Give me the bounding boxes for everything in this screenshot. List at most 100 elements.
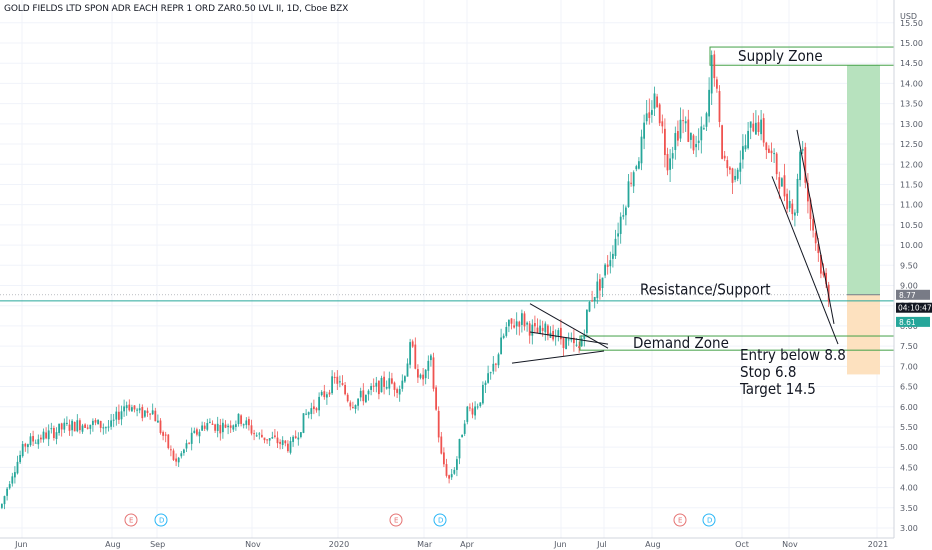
candle-body: [294, 436, 297, 439]
candle-body: [575, 344, 578, 346]
candle-body: [89, 424, 92, 429]
time-tick-label: Jun: [14, 540, 28, 549]
price-tick-label: 6.00: [900, 403, 918, 412]
candle-body: [250, 425, 253, 434]
candle-body: [448, 475, 450, 479]
candle-body: [253, 433, 255, 435]
candle-body: [697, 140, 700, 143]
candle-body: [539, 325, 541, 334]
time-tick-label: Sep: [150, 540, 165, 549]
candle-body: [388, 378, 391, 389]
time-tick-label: Oct: [735, 540, 749, 549]
candle-body: [739, 162, 742, 172]
candle-body: [700, 126, 703, 141]
candle-body: [196, 429, 198, 435]
candle-body: [619, 216, 622, 234]
candle-body: [29, 436, 32, 446]
candle-body: [684, 121, 687, 124]
candle-body: [289, 441, 292, 453]
price-tick-label: 12.50: [900, 140, 923, 149]
dividend-badge[interactable]: [702, 513, 716, 527]
candle-body: [271, 437, 274, 439]
candle-body: [162, 432, 164, 436]
candle-body: [645, 113, 648, 122]
candle-body: [393, 382, 396, 390]
event-badge-letter: E: [129, 517, 133, 525]
candle-body: [63, 422, 66, 430]
candle-body: [16, 461, 19, 474]
time-tick-label: Jul: [596, 540, 607, 549]
earnings-badge[interactable]: [673, 513, 687, 527]
time-tick-label: Aug: [645, 540, 661, 549]
candle-body: [248, 419, 250, 426]
candle-body: [263, 437, 266, 441]
candle-body: [141, 407, 144, 419]
candle-body: [110, 420, 112, 427]
candle-body: [804, 147, 807, 183]
trend-line: [529, 331, 609, 345]
candle-body: [6, 488, 8, 496]
candle-body: [203, 425, 206, 429]
entry-price-badge: [896, 289, 930, 300]
dividend-badge[interactable]: [433, 513, 447, 527]
entry-price-text: 8.77: [899, 291, 916, 300]
trend-line: [796, 129, 835, 324]
candle-body: [8, 484, 11, 489]
candle-body: [591, 300, 593, 302]
candle-body: [502, 335, 505, 338]
candle-body: [144, 410, 146, 417]
candle-body: [736, 169, 739, 179]
dividend-badge[interactable]: [154, 513, 168, 527]
candle-body: [378, 380, 380, 395]
candle-body: [157, 420, 159, 423]
candle-body: [3, 496, 6, 505]
candle-body: [86, 427, 89, 429]
countdown-text: 04:10:47: [898, 304, 932, 313]
candle-body: [752, 123, 755, 132]
price-tick-label: 4.50: [900, 463, 918, 472]
candle-body: [183, 449, 185, 454]
candle-body: [40, 437, 42, 440]
profit-zone: [847, 65, 880, 295]
resistance-support-label: Resistance/Support: [640, 281, 771, 299]
supply-zone-label: Supply Zone: [738, 47, 823, 65]
candle-body: [411, 341, 414, 347]
candle-body: [292, 436, 294, 442]
candle-body: [456, 459, 458, 470]
candle-body: [541, 327, 544, 331]
candle-body: [398, 389, 401, 395]
candle-body: [159, 420, 162, 433]
candle-body: [786, 193, 788, 210]
trend-line: [529, 303, 609, 349]
candle-body: [422, 374, 424, 380]
candle-body: [232, 425, 235, 430]
candle-body: [567, 339, 570, 341]
price-tick-label: 11.50: [900, 180, 923, 189]
candle-body: [721, 125, 723, 159]
candle-body: [825, 272, 827, 285]
candle-body: [796, 178, 799, 214]
candle-body: [45, 432, 47, 439]
price-tick-label: 7.00: [900, 362, 918, 371]
candle-body: [211, 423, 214, 425]
earnings-badge[interactable]: [389, 513, 403, 527]
candle-body: [671, 153, 674, 159]
candle-body: [99, 420, 102, 428]
candle-body: [193, 430, 196, 433]
candle-body: [404, 376, 406, 382]
earnings-badge[interactable]: [124, 513, 138, 527]
candle-body: [807, 183, 809, 202]
candle-body: [383, 376, 385, 387]
candle-body: [107, 426, 110, 428]
candle-body: [151, 410, 154, 415]
candle-body: [261, 434, 263, 438]
candle-body: [495, 363, 497, 365]
candle-body: [781, 178, 783, 187]
last-price-badge: [896, 316, 930, 327]
candle-body: [635, 166, 638, 170]
candle-body: [573, 337, 575, 344]
candle-body: [19, 455, 21, 463]
price-tick-label: 5.50: [900, 423, 918, 432]
candle-body: [820, 254, 822, 274]
candle-body: [76, 420, 79, 432]
